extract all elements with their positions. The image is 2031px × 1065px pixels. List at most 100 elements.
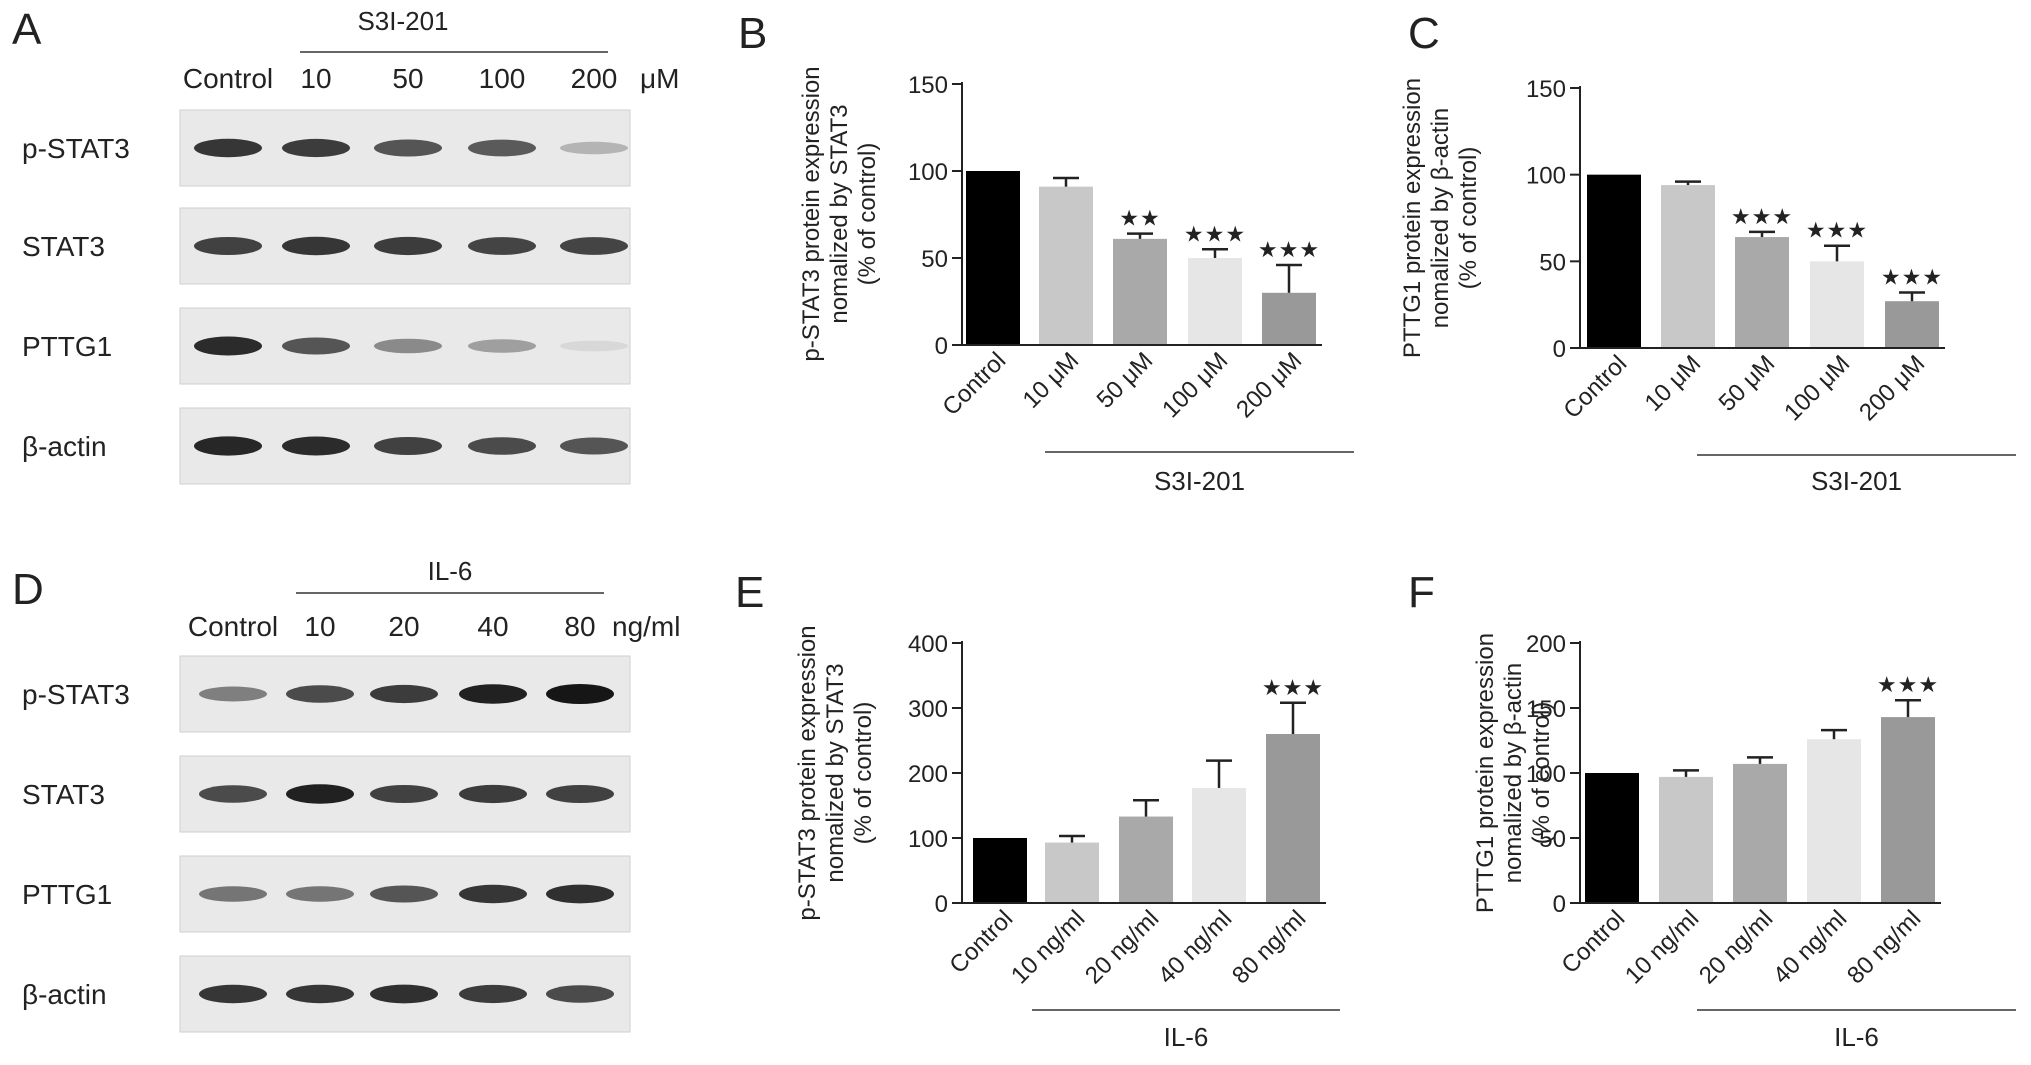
panel-d: D IL-6 Control 10 20 40 80 ng/ml p-STAT3…: [12, 556, 680, 1033]
blot-label-a-0: p-STAT3: [22, 133, 130, 164]
significance-c-3: ★★★: [1806, 218, 1868, 243]
blot-band-d-0-2: [370, 684, 438, 704]
unit-label-a: μM: [640, 63, 679, 94]
panel-letter-a: A: [12, 5, 42, 54]
bar-c-1: [1661, 185, 1715, 348]
y-tick-label-b-0: 0: [935, 333, 948, 360]
panel-a: A S3I-201 Control 10 50 100 200 μM p-STA…: [12, 5, 679, 485]
panel-letter-f: F: [1408, 568, 1435, 617]
blot-band-a-0-0: [194, 138, 262, 158]
y-tick-label-e-0: 0: [935, 891, 948, 918]
x-tick-label-e-4: 80 ng/ml: [1227, 905, 1311, 989]
y-tick-label-b-2: 100: [908, 159, 948, 186]
bar-b-2: [1113, 238, 1167, 345]
y-axis-title-f-2: (% of control): [1528, 702, 1555, 845]
chart-b: Bp-STAT3 protein expression nomalized by …: [738, 9, 1354, 496]
blot-band-d-3-3: [459, 984, 527, 1004]
y-tick-label-e-1: 100: [908, 826, 948, 853]
blot-band-d-1-2: [370, 785, 438, 803]
y-tick-label-f-0: 0: [1553, 891, 1566, 918]
bar-b-4: [1262, 292, 1316, 345]
x-tick-label-c-4: 200 μM: [1854, 350, 1930, 426]
blot-label-d-1: STAT3: [22, 779, 105, 810]
x-tick-label-e-3: 40 ng/ml: [1153, 905, 1237, 989]
blot-band-d-3-4: [546, 985, 614, 1003]
bar-b-1: [1039, 186, 1093, 345]
blot-band-a-2-4: [560, 340, 628, 352]
panel-letter-e: E: [735, 568, 764, 617]
y-tick-label-e-3: 300: [908, 696, 948, 723]
y-axis-title-b-2: (% of control): [854, 143, 881, 286]
blot-band-a-2-2: [374, 338, 442, 354]
blot-band-a-2-1: [282, 337, 350, 355]
bar-b-0: [966, 171, 1020, 345]
blot-band-d-1-1: [286, 784, 354, 804]
blot-band-a-0-4: [560, 141, 628, 155]
bar-f-1: [1659, 776, 1713, 903]
treatment-label-a: S3I-201: [357, 6, 448, 36]
significance-c-2: ★★★: [1731, 204, 1793, 229]
blot-band-d-0-0: [199, 686, 267, 702]
y-axis-title-f-1: nomalized by β-actin: [1500, 663, 1527, 884]
blot-band-a-3-1: [282, 436, 350, 456]
significance-b-4: ★★★: [1258, 237, 1320, 262]
y-axis-title-b-1: nomalized by STAT3: [826, 104, 853, 323]
lane-label-d-4: 80: [564, 611, 595, 642]
blot-band-d-3-0: [199, 984, 267, 1004]
blot-band-a-2-0: [194, 336, 262, 356]
blot-band-d-2-3: [459, 884, 527, 904]
x-tick-label-e-2: 20 ng/ml: [1080, 905, 1164, 989]
y-axis-title-b-0: p-STAT3 protein expression: [798, 66, 825, 361]
bar-b-3: [1188, 258, 1242, 345]
y-tick-label-c-2: 100: [1526, 163, 1566, 190]
blot-band-a-1-4: [560, 237, 628, 255]
bar-c-4: [1885, 301, 1939, 348]
bar-f-3: [1807, 739, 1861, 903]
y-axis-title-c-0: PTTG1 protein expression: [1399, 78, 1426, 358]
blot-band-a-0-3: [468, 139, 536, 157]
x-tick-label-b-0: Control: [937, 347, 1011, 421]
group-label-e: IL-6: [1164, 1022, 1209, 1052]
lane-label-a-2: 50: [392, 63, 423, 94]
blot-label-a-2: PTTG1: [22, 331, 112, 362]
y-tick-label-b-1: 50: [921, 246, 948, 273]
lane-label-a-1: 10: [300, 63, 331, 94]
blot-band-a-0-2: [374, 139, 442, 157]
x-tick-label-c-3: 100 μM: [1779, 350, 1855, 426]
lane-label-d-0: Control: [188, 611, 278, 642]
blot-label-d-0: p-STAT3: [22, 679, 130, 710]
y-axis-title-f-0: PTTG1 protein expression: [1472, 633, 1499, 913]
panel-letter-b: B: [738, 9, 767, 58]
x-tick-label-f-1: 10 ng/ml: [1620, 905, 1704, 989]
x-tick-label-b-2: 50 μM: [1092, 347, 1159, 414]
blot-band-d-0-4: [546, 684, 614, 704]
lane-label-a-0: Control: [183, 63, 273, 94]
blot-label-d-2: PTTG1: [22, 879, 112, 910]
blot-label-d-3: β-actin: [22, 979, 107, 1010]
blot-band-d-1-0: [199, 785, 267, 803]
y-tick-label-f-4: 200: [1526, 631, 1566, 658]
bar-e-2: [1119, 816, 1173, 903]
unit-label-d: ng/ml: [612, 611, 680, 642]
bar-c-3: [1810, 261, 1864, 348]
blot-band-a-0-1: [282, 138, 350, 158]
lane-label-d-2: 20: [388, 611, 419, 642]
bar-c-2: [1735, 237, 1789, 348]
lane-label-d-1: 10: [304, 611, 335, 642]
bar-e-0: [973, 838, 1027, 903]
blot-band-a-1-2: [374, 236, 442, 256]
group-label-b: S3I-201: [1154, 466, 1245, 496]
chart-c: C PTTG1 protein expression nomalized by β-…: [1399, 9, 2016, 496]
x-tick-label-b-4: 200 μM: [1231, 347, 1307, 423]
blot-band-a-3-4: [560, 437, 628, 455]
bar-e-1: [1045, 842, 1099, 903]
y-tick-label-c-0: 0: [1553, 336, 1566, 363]
blot-band-d-0-1: [286, 685, 354, 703]
blot-band-d-3-2: [370, 984, 438, 1004]
y-axis-title-e-0: p-STAT3 protein expression: [794, 625, 821, 920]
x-tick-label-c-2: 50 μM: [1714, 350, 1781, 417]
blot-band-d-2-0: [199, 886, 267, 902]
blot-label-a-1: STAT3: [22, 231, 105, 262]
y-tick-label-c-1: 50: [1539, 249, 1566, 276]
